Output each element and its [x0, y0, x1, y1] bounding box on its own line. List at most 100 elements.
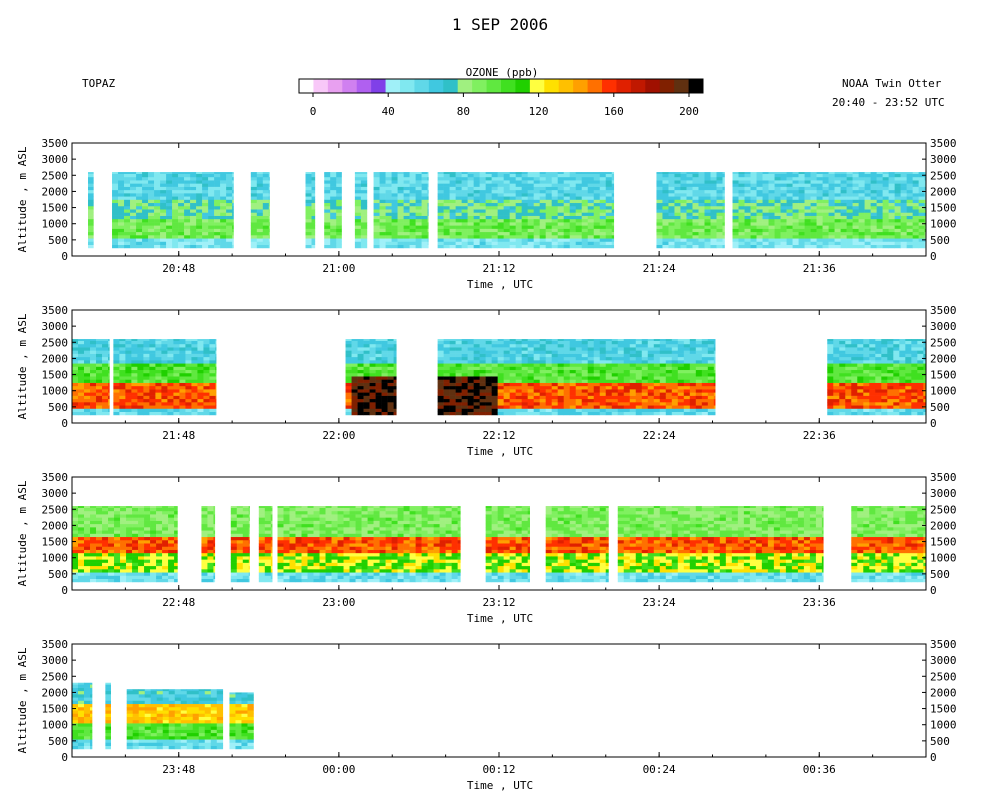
colorbar-swatch	[544, 79, 560, 93]
curtain-panel-1: 0 0 500 500 1000 1000 1500 1500 2000 2000 2500 2500…	[16, 137, 957, 291]
flight-segment	[617, 506, 824, 583]
y-tick-label-left: 2000	[42, 686, 69, 699]
y-axis-label: Altitude , m ASL	[16, 313, 29, 419]
y-tick-label-left: 2000	[42, 519, 69, 532]
colorbar-swatch	[529, 79, 545, 93]
colorbar-swatch	[587, 79, 603, 93]
y-tick-label-right: 1500	[930, 536, 957, 549]
x-tick-label: 21:48	[162, 429, 195, 442]
flight-segment	[250, 172, 270, 249]
x-tick-label: 22:24	[643, 429, 676, 442]
aircraft-label: NOAA Twin Otter	[842, 77, 942, 90]
colorbar-swatch	[400, 79, 415, 93]
y-tick-label-left: 500	[48, 401, 68, 414]
colorbar-swatch	[645, 79, 661, 93]
colorbar-swatch	[630, 79, 646, 93]
y-tick-label-right: 2500	[930, 670, 957, 683]
x-tick-label: 23:12	[482, 596, 515, 609]
y-tick-label-right: 0	[930, 250, 937, 263]
y-axis-label: Altitude , m ASL	[16, 480, 29, 586]
x-tick-label: 21:36	[803, 262, 836, 275]
y-tick-label-right: 500	[930, 735, 950, 748]
colorbar-tick-label: 40	[382, 105, 395, 118]
y-tick-label-right: 500	[930, 568, 950, 581]
y-tick-label-left: 3000	[42, 654, 69, 667]
y-tick-label-left: 2000	[42, 185, 69, 198]
x-tick-label: 22:48	[162, 596, 195, 609]
flight-segment	[126, 689, 224, 750]
colorbar-swatch	[356, 79, 372, 93]
colorbar-swatch	[342, 79, 358, 93]
y-tick-label-right: 3000	[930, 320, 957, 333]
y-axis-label: Altitude , m ASL	[16, 146, 29, 252]
flight-segment	[230, 506, 250, 583]
ozone-data-layer	[72, 506, 926, 583]
y-tick-label-right: 3500	[930, 304, 957, 317]
y-tick-label-right: 3500	[930, 638, 957, 651]
colorbar-swatch	[573, 79, 588, 93]
colorbar-tick-label: 160	[604, 105, 624, 118]
flight-segment	[485, 506, 530, 583]
y-tick-label-right: 2500	[930, 336, 957, 349]
x-tick-label: 23:48	[162, 763, 195, 776]
y-tick-label-right: 2500	[930, 169, 957, 182]
y-tick-label-right: 3000	[930, 153, 957, 166]
y-tick-label-right: 3500	[930, 137, 957, 150]
flight-segment	[656, 172, 725, 249]
y-tick-label-left: 2500	[42, 169, 69, 182]
flight-segment	[105, 682, 111, 750]
colorbar-swatch	[486, 79, 502, 93]
y-tick-label-left: 1500	[42, 703, 69, 716]
colorbar-tick-label: 80	[457, 105, 470, 118]
colorbar-swatch	[299, 79, 314, 93]
curtain-panel-3: 0 0 500 500 1000 1000 1500 1500 2000 2000 2500 2500…	[16, 471, 957, 625]
y-tick-label-right: 500	[930, 234, 950, 247]
flight-segment	[437, 339, 716, 416]
y-tick-label-left: 1000	[42, 719, 69, 732]
x-tick-label: 20:48	[162, 262, 195, 275]
x-axis-label: Time , UTC	[467, 445, 533, 458]
flight-segment	[437, 172, 615, 249]
x-axis-label: Time , UTC	[467, 779, 533, 792]
x-tick-label: 22:00	[322, 429, 355, 442]
y-tick-label-left: 2500	[42, 503, 69, 516]
y-tick-label-right: 0	[930, 584, 937, 597]
y-tick-label-left: 500	[48, 735, 68, 748]
x-tick-label: 23:24	[643, 596, 676, 609]
y-tick-label-left: 2500	[42, 670, 69, 683]
colorbar-swatch	[602, 79, 617, 93]
y-tick-label-left: 1000	[42, 218, 69, 231]
y-tick-label-right: 3000	[930, 654, 957, 667]
x-tick-label: 00:36	[803, 763, 836, 776]
y-tick-label-right: 2000	[930, 686, 957, 699]
colorbar-tick-label: 120	[529, 105, 549, 118]
x-tick-label: 21:24	[643, 262, 676, 275]
curtain-panels: 0 0 500 500 1000 1000 1500 1500 2000 2000 2500 2500…	[16, 137, 957, 792]
flight-segment	[324, 172, 342, 249]
ozone-data-layer	[72, 682, 254, 750]
colorbar-swatch	[414, 79, 430, 93]
x-axis-label: Time , UTC	[467, 612, 533, 625]
colorbar-swatch	[616, 79, 632, 93]
y-tick-label-left: 1500	[42, 536, 69, 549]
ozone-data-layer	[72, 339, 926, 416]
y-tick-label-left: 500	[48, 568, 68, 581]
colorbar-tick-label: 0	[310, 105, 317, 118]
y-tick-label-right: 0	[930, 751, 937, 764]
colorbar-swatch	[457, 79, 473, 93]
y-tick-label-left: 3000	[42, 487, 69, 500]
y-tick-label-left: 1500	[42, 369, 69, 382]
flight-segment	[345, 339, 397, 416]
colorbar-swatch	[472, 79, 487, 93]
flight-segment	[72, 506, 178, 583]
y-tick-label-left: 2000	[42, 352, 69, 365]
colorbar-swatch	[558, 79, 574, 93]
colorbar-swatch	[501, 79, 516, 93]
colorbar-swatch	[515, 79, 531, 93]
colorbar-swatch	[313, 79, 329, 93]
y-tick-label-left: 3500	[42, 471, 69, 484]
y-tick-label-left: 1000	[42, 552, 69, 565]
y-tick-label-right: 3500	[930, 471, 957, 484]
y-tick-label-right: 1000	[930, 385, 957, 398]
